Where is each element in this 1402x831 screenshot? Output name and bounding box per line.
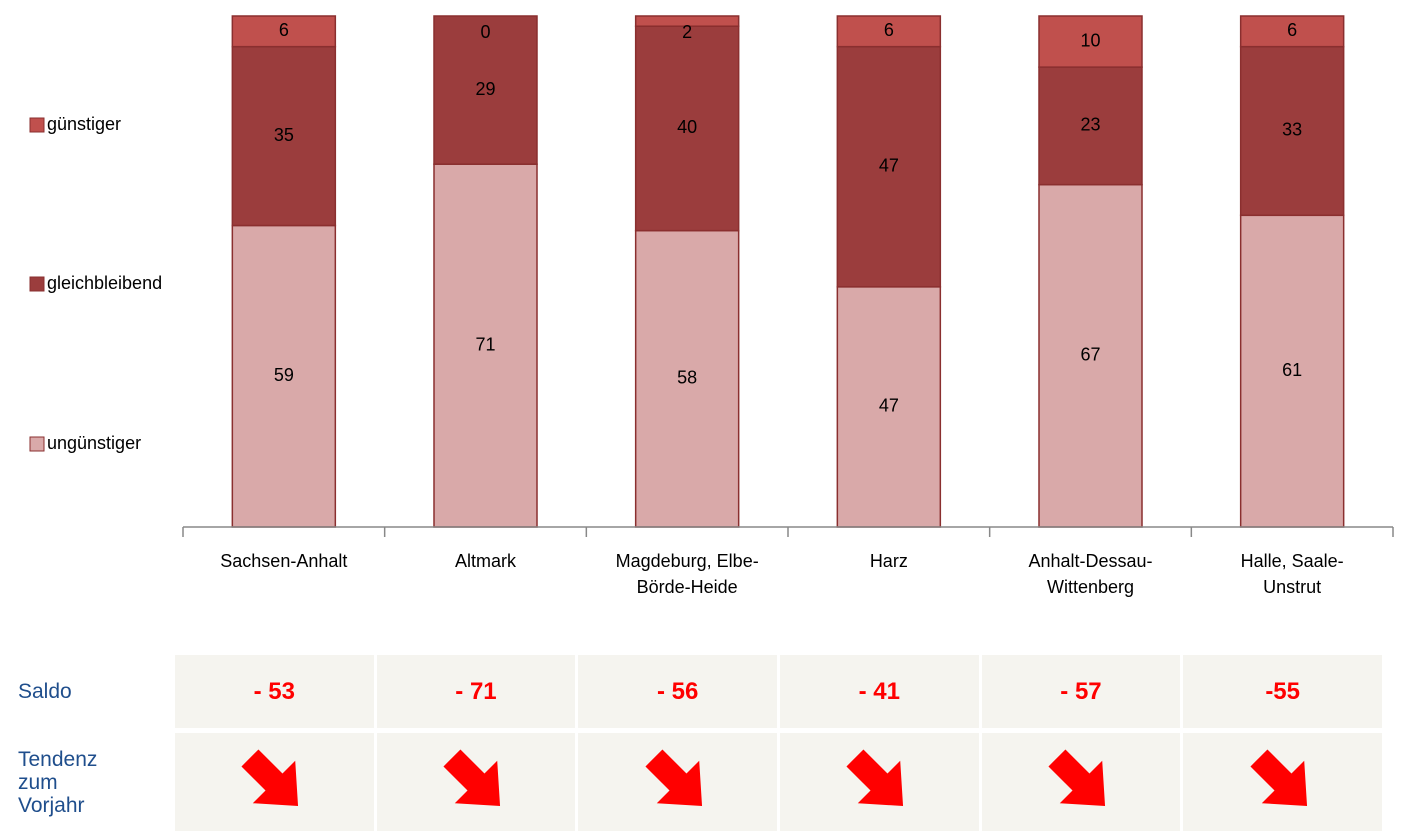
bar-segment [634, 229, 740, 528]
saldo-value: - 41 [858, 677, 900, 705]
bar-segment [231, 224, 337, 528]
data-label: 6 [279, 20, 289, 40]
row-label: Saldo [18, 680, 72, 703]
data-label: 71 [475, 334, 495, 354]
table-cell: - 57 [981, 655, 1181, 728]
legend-label: gleichbleibend [47, 273, 162, 293]
x-tick-label: Harz [869, 551, 908, 571]
table-cell: - 56 [578, 655, 777, 728]
data-label: 29 [475, 79, 495, 99]
data-label: 2 [682, 22, 692, 42]
bar-segment [433, 163, 538, 528]
arrow-shape [443, 749, 501, 807]
data-label: 61 [1282, 360, 1302, 380]
x-tick-label: Sachsen-Anhalt [220, 551, 348, 571]
trend-arrow [241, 749, 299, 807]
legend-label: günstiger [47, 114, 121, 134]
trend-arrow [1048, 749, 1106, 807]
x-tick-label: Halle, Saale-Unstrut [1240, 551, 1344, 597]
bar-segment [634, 15, 740, 27]
table-cell [1183, 733, 1382, 831]
chart: 59 35 6 71 29 0 58 40 2 47 47 6 67 23 10 61 33 6 günstiger… [29, 15, 1394, 537]
bar-segment [1038, 66, 1143, 186]
table-cell [175, 733, 374, 831]
data-label: 0 [480, 22, 490, 42]
saldo-value: -55 [1265, 677, 1300, 705]
saldo-value: - 71 [455, 677, 497, 705]
table-cell: - 41 [780, 655, 979, 728]
data-label: 40 [677, 117, 697, 137]
legend-label: ungünstiger [47, 433, 141, 453]
table-cell: -55 [1183, 655, 1382, 728]
data-label: 67 [1080, 345, 1100, 365]
data-label: 35 [274, 125, 294, 145]
data-label: 33 [1282, 120, 1302, 140]
bar-segment [1239, 214, 1345, 528]
data-label: 6 [884, 20, 894, 40]
bar-segment [1239, 15, 1345, 48]
table-cell: - 53 [175, 655, 374, 728]
bar-segment [1038, 183, 1143, 528]
bar-segment [433, 15, 538, 165]
data-label: 23 [1080, 115, 1100, 135]
trend-arrow [443, 749, 501, 807]
table-cell [376, 733, 576, 831]
bar-segment [1038, 15, 1143, 68]
x-tick-label: Magdeburg, Elbe-Börde-Heide [615, 551, 759, 597]
bar-segment [231, 45, 337, 227]
row-label: Tendenz zum Vorjahr [18, 748, 98, 817]
data-label: 47 [879, 396, 899, 416]
x-tick-label: Altmark [454, 551, 516, 571]
table-cell [578, 733, 777, 831]
arrow-shape [1250, 749, 1307, 807]
table-cell: - 71 [376, 655, 576, 728]
saldo-value: - 56 [656, 677, 699, 705]
table-cell [780, 733, 979, 831]
data-label: 47 [879, 155, 899, 175]
saldo-value: - 57 [1060, 677, 1102, 705]
bar-segment [836, 15, 942, 48]
arrow-shape [1048, 749, 1106, 807]
arrow-shape [846, 749, 904, 807]
arrow-shape [645, 749, 702, 807]
legend-swatch [29, 117, 45, 133]
trend-arrow [1250, 749, 1307, 807]
trend-arrow [846, 749, 904, 807]
data-label: 59 [274, 365, 294, 385]
data-label: 58 [677, 368, 697, 388]
saldo-value: - 53 [253, 677, 295, 705]
x-tick-label: Anhalt-Dessau-Wittenberg [1028, 551, 1153, 597]
data-label: 6 [1287, 20, 1297, 40]
bar-segment [231, 15, 337, 48]
legend-swatch [29, 436, 45, 452]
data-label: 10 [1080, 30, 1100, 50]
trend-arrow [645, 749, 702, 807]
arrow-shape [241, 749, 299, 807]
bar-segment [836, 45, 942, 288]
table-cell [981, 733, 1181, 831]
legend-swatch [29, 276, 45, 292]
